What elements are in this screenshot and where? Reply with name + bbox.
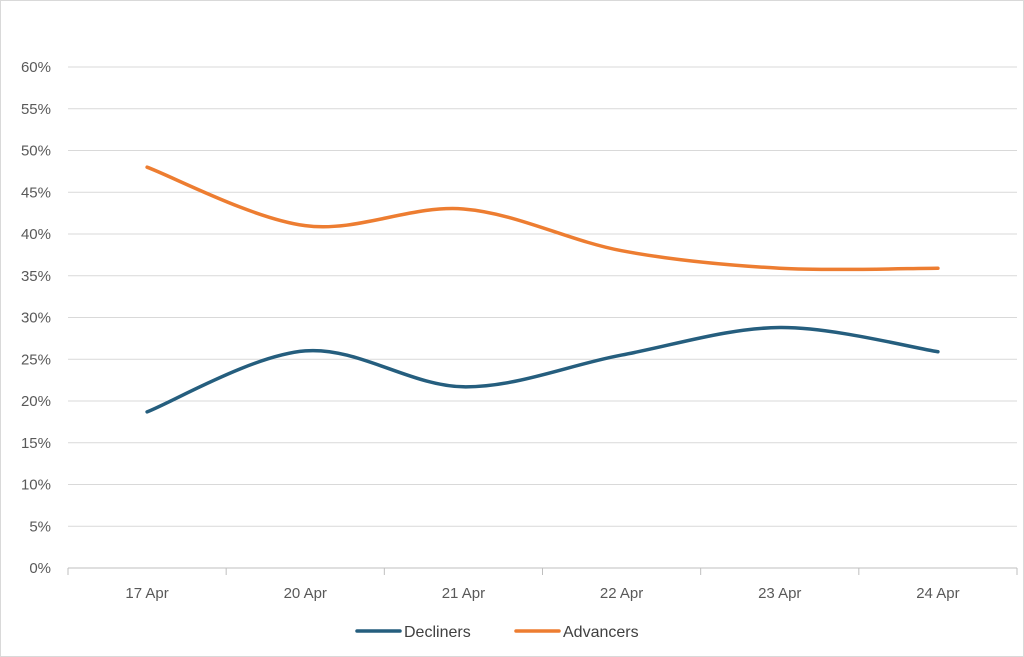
y-tick-label: 25% [21,351,51,368]
series-line-advancers [145,165,940,272]
y-tick-label: 40% [21,226,51,243]
x-tick-label: 20 Apr [284,585,327,602]
legend-label: Advancers [563,624,639,641]
y-tick-label: 10% [21,477,51,494]
legend: Decliners Advancers [355,624,639,641]
gridlines [68,66,1017,527]
legend-label: Decliners [404,624,471,641]
x-tick-label: 17 Apr [125,585,168,602]
x-tick-label: 21 Apr [442,585,485,602]
y-tick-label: 0% [29,560,51,577]
axes [67,567,1018,575]
x-axis-tick-labels: 17 Apr 20 Apr 21 Apr 22 Apr 23 Apr 24 Apr [125,585,959,602]
y-tick-label: 5% [29,518,51,535]
y-tick-label: 20% [21,393,51,410]
series-lines [145,165,940,414]
y-axis-tick-labels: 0% 5% 10% 15% 20% 25% 30% 35% 40% 45% 50% 55% 60% [21,59,51,577]
y-tick-label: 35% [21,268,51,285]
y-tick-label: 15% [21,435,51,452]
y-tick-label: 45% [21,184,51,201]
y-tick-label: 30% [21,310,51,327]
x-tick-label: 24 Apr [916,585,959,602]
y-tick-label: 50% [21,143,51,160]
y-tick-label: 55% [21,101,51,118]
series-line-decliners [145,325,940,414]
x-tick-label: 22 Apr [600,585,643,602]
y-tick-label: 60% [21,59,51,76]
x-tick-label: 23 Apr [758,585,801,602]
